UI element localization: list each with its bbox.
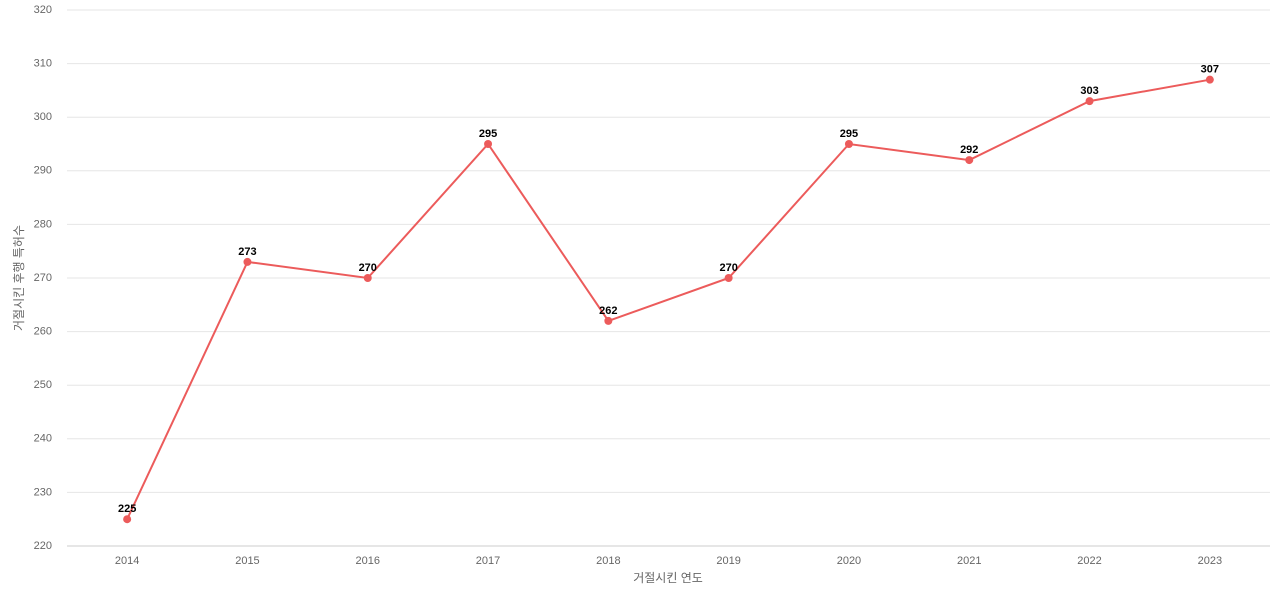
x-tick-label: 2020 [837, 555, 861, 567]
x-tick-label: 2016 [356, 555, 380, 567]
value-label: 295 [479, 128, 497, 140]
x-tick-label: 2018 [596, 555, 620, 567]
value-label: 295 [840, 128, 858, 140]
point [965, 156, 974, 165]
value-label: 262 [599, 305, 617, 317]
value-label: 273 [238, 246, 256, 258]
point [363, 274, 372, 282]
y-tick-label: 300 [34, 111, 52, 123]
y-axis-label: 거절시킨 후행 특허수 [11, 225, 26, 331]
point [844, 140, 853, 148]
x-tick-label: 2017 [476, 555, 500, 567]
y-tick-label: 290 [34, 165, 52, 177]
point [1205, 75, 1214, 84]
y-tick-label: 250 [34, 379, 52, 391]
x-tick-label: 2019 [716, 555, 740, 567]
point [484, 140, 493, 148]
line [126, 78, 1211, 520]
x-axis-label: 거절시킨 연도 [633, 571, 703, 585]
point [243, 257, 252, 266]
y-tick-label: 320 [34, 4, 52, 16]
value-label: 292 [960, 144, 978, 156]
x-tick-label: 2015 [235, 555, 259, 567]
y-tick-label: 230 [34, 486, 52, 498]
value-label: 225 [118, 503, 136, 515]
point [1085, 97, 1094, 106]
y-tick-label: 240 [34, 433, 52, 445]
point [604, 316, 613, 325]
value-label: 303 [1080, 85, 1098, 97]
x-tick-label: 2014 [115, 555, 139, 567]
value-label: 270 [359, 262, 377, 274]
x-tick-label: 2023 [1198, 555, 1222, 567]
point [724, 274, 733, 282]
value-label: 307 [1201, 64, 1219, 76]
y-tick-label: 260 [34, 326, 52, 338]
x-tick-label: 2021 [957, 555, 981, 567]
point [123, 515, 132, 524]
y-tick-label: 280 [34, 218, 52, 230]
value-label: 270 [719, 262, 737, 274]
y-tick-label: 220 [34, 540, 52, 552]
y-tick-label: 270 [34, 272, 52, 284]
x-tick-label: 2022 [1077, 555, 1101, 567]
y-tick-label: 310 [34, 58, 52, 70]
